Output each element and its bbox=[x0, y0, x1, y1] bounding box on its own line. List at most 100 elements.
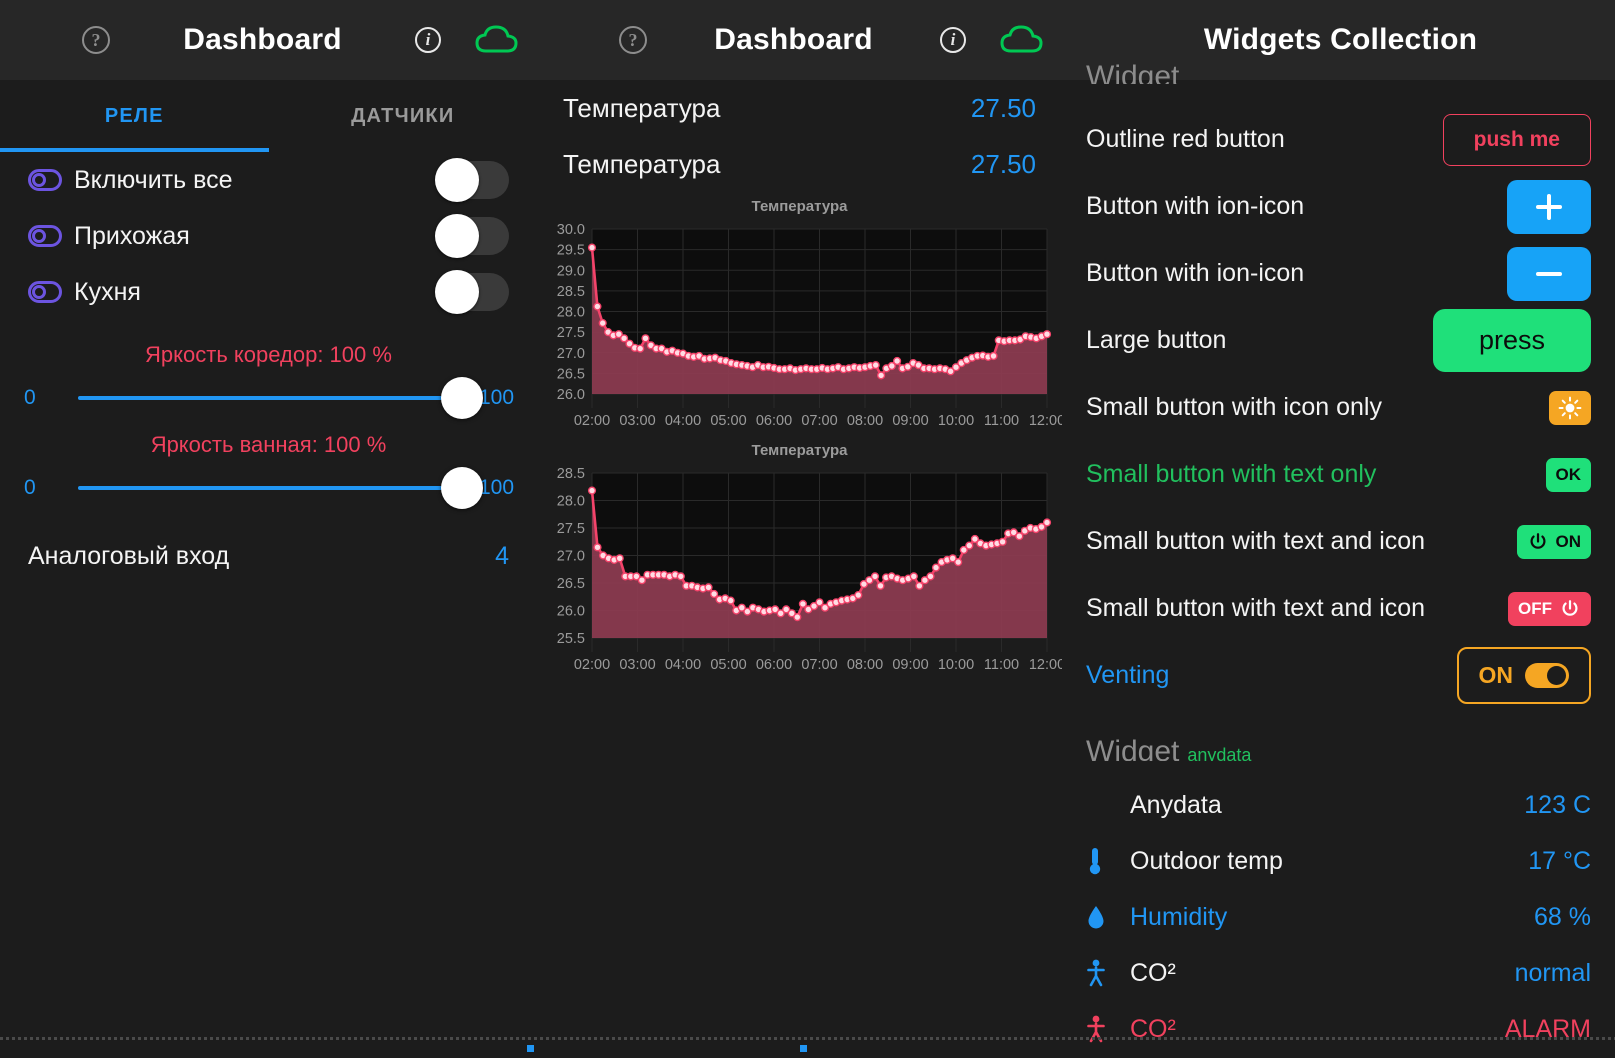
bottom-marker-left bbox=[527, 1045, 534, 1052]
data-row-anydata: Anydata 123 C bbox=[1062, 777, 1615, 833]
ok-button[interactable]: OK bbox=[1545, 457, 1591, 492]
relay-toggle-icon bbox=[28, 281, 74, 303]
push-me-button[interactable]: push me bbox=[1442, 113, 1591, 166]
widget-row-large: Large button press bbox=[1062, 307, 1615, 374]
svg-text:04:00: 04:00 bbox=[665, 657, 701, 673]
data-value: 68 % bbox=[1534, 902, 1591, 931]
widget-section-title: Widget bbox=[1086, 735, 1180, 761]
info-circle-icon[interactable]: i bbox=[940, 27, 966, 53]
relay-row[interactable]: Включить все bbox=[0, 152, 537, 208]
cloud-icon[interactable] bbox=[1000, 25, 1044, 55]
svg-text:09:00: 09:00 bbox=[892, 413, 928, 429]
help-circle-icon[interactable]: ? bbox=[82, 26, 110, 54]
mid-topbar: ? Dashboard i bbox=[537, 0, 1062, 80]
widget-row-minus: Button with ion-icon bbox=[1062, 240, 1615, 307]
slider-knob[interactable] bbox=[441, 377, 483, 419]
mid-page-title: Dashboard bbox=[714, 23, 873, 56]
svg-text:08:00: 08:00 bbox=[847, 657, 883, 673]
svg-text:28.0: 28.0 bbox=[557, 305, 585, 321]
slider-max-label: 100 bbox=[479, 476, 515, 499]
switch-knob bbox=[435, 158, 479, 202]
sun-button[interactable] bbox=[1549, 390, 1591, 425]
widget-section-clipped-title: Widget bbox=[1086, 60, 1180, 84]
svg-text:02:00: 02:00 bbox=[574, 657, 610, 673]
info-circle-icon[interactable]: i bbox=[415, 27, 441, 53]
cloud-icon[interactable] bbox=[475, 25, 519, 55]
tab-relay-label: РЕЛЕ bbox=[104, 104, 164, 127]
widget-row-outline-red: Outline red button push me bbox=[1062, 106, 1615, 173]
svg-text:06:00: 06:00 bbox=[756, 657, 792, 673]
svg-text:12:00: 12:00 bbox=[1029, 413, 1062, 429]
svg-text:27.0: 27.0 bbox=[557, 549, 585, 565]
svg-text:09:00: 09:00 bbox=[892, 657, 928, 673]
plus-button[interactable] bbox=[1507, 179, 1591, 234]
relay-switch[interactable] bbox=[435, 270, 509, 314]
temperature-label: Температура bbox=[563, 148, 721, 179]
mid-panel: ? Dashboard i Температура 27.50 Температ… bbox=[537, 0, 1062, 1058]
svg-text:28.5: 28.5 bbox=[557, 466, 585, 482]
sun-icon bbox=[1558, 396, 1582, 419]
relay-switch[interactable] bbox=[435, 214, 509, 258]
venting-toggle-button[interactable]: ON bbox=[1456, 647, 1591, 704]
help-circle-icon[interactable]: ? bbox=[619, 26, 647, 54]
venting-label: Venting bbox=[1086, 661, 1170, 689]
power-icon bbox=[1530, 532, 1545, 549]
on-button-label: ON bbox=[1555, 531, 1582, 551]
widget-section-sub: anydata bbox=[1187, 745, 1252, 761]
svg-text:29.0: 29.0 bbox=[557, 263, 585, 279]
widget-row-plus: Button with ion-icon bbox=[1062, 173, 1615, 240]
widget-row-on: Small button with text and icon ON bbox=[1062, 508, 1615, 575]
mid-topbar-actions: i bbox=[940, 25, 1044, 55]
relay-label: Включить все bbox=[74, 165, 233, 194]
water-drop-icon bbox=[1086, 904, 1130, 930]
analog-input-value: 4 bbox=[495, 542, 509, 570]
tab-relay[interactable]: РЕЛЕ bbox=[0, 80, 269, 152]
data-label: CO² bbox=[1130, 958, 1176, 987]
widget-label: Small button with text only bbox=[1086, 460, 1377, 488]
relay-row[interactable]: Прихожая bbox=[0, 208, 537, 264]
svg-text:26.0: 26.0 bbox=[557, 387, 585, 403]
widget-section-clipped-sub: ... bbox=[1187, 70, 1203, 84]
slider-knob[interactable] bbox=[441, 467, 483, 509]
relay-toggle-icon bbox=[28, 169, 74, 191]
svg-text:10:00: 10:00 bbox=[938, 413, 974, 429]
off-button[interactable]: OFF bbox=[1508, 591, 1591, 626]
svg-text:05:00: 05:00 bbox=[710, 413, 746, 429]
bottom-marker-right bbox=[800, 1045, 807, 1052]
svg-text:06:00: 06:00 bbox=[756, 413, 792, 429]
svg-text:03:00: 03:00 bbox=[619, 413, 655, 429]
widget-row-off: Small button with text and icon OFF bbox=[1062, 575, 1615, 642]
relay-switch[interactable] bbox=[435, 158, 509, 202]
data-row-co2-alarm: CO² ALARM bbox=[1062, 1001, 1615, 1057]
tab-sensors[interactable]: ДАТЧИКИ bbox=[269, 80, 538, 152]
right-panel: Widgets Collection Widget... Outline red… bbox=[1062, 0, 1615, 1058]
hamburger-icon[interactable] bbox=[555, 29, 589, 51]
chart-area[interactable]: 26.0 26.5 27.0 27.5 28.0 28.5 29.0 29.5 30.0 02:0… bbox=[537, 221, 1062, 436]
press-button[interactable]: press bbox=[1432, 309, 1591, 372]
slider-track[interactable] bbox=[78, 467, 483, 509]
svg-text:28.0: 28.0 bbox=[557, 494, 585, 510]
hamburger-icon[interactable] bbox=[18, 29, 52, 51]
thermometer-icon bbox=[1086, 846, 1130, 876]
data-label: Humidity bbox=[1130, 902, 1228, 931]
on-button[interactable]: ON bbox=[1516, 524, 1591, 559]
slider-min-label: 0 bbox=[24, 476, 36, 499]
svg-text:26.0: 26.0 bbox=[557, 604, 585, 620]
data-label: Anydata bbox=[1130, 790, 1222, 819]
chart-title: Температура bbox=[751, 442, 848, 459]
relay-row[interactable]: Кухня bbox=[0, 264, 537, 320]
widget-label: Small button with icon only bbox=[1086, 393, 1382, 421]
power-icon bbox=[1562, 599, 1578, 616]
hamburger-icon[interactable] bbox=[1080, 29, 1114, 51]
chart-area[interactable]: 25.5 26.0 26.5 27.0 27.5 28.0 28.5 02:00 03:00 04… bbox=[537, 465, 1062, 680]
data-value: 123 C bbox=[1524, 790, 1591, 819]
svg-text:12:00: 12:00 bbox=[1029, 657, 1062, 673]
svg-text:27.5: 27.5 bbox=[557, 325, 585, 341]
relay-label: Прихожая bbox=[74, 221, 190, 250]
temperature-readout-row: Температура 27.50 bbox=[537, 136, 1062, 192]
widget-label: Button with ion-icon bbox=[1086, 259, 1305, 287]
minus-button[interactable] bbox=[1507, 246, 1591, 301]
slider-title: Яркость ванная: 100 % bbox=[150, 432, 387, 457]
slider-title: Яркость коредор: 100 % bbox=[145, 342, 392, 367]
slider-track[interactable] bbox=[78, 377, 483, 419]
